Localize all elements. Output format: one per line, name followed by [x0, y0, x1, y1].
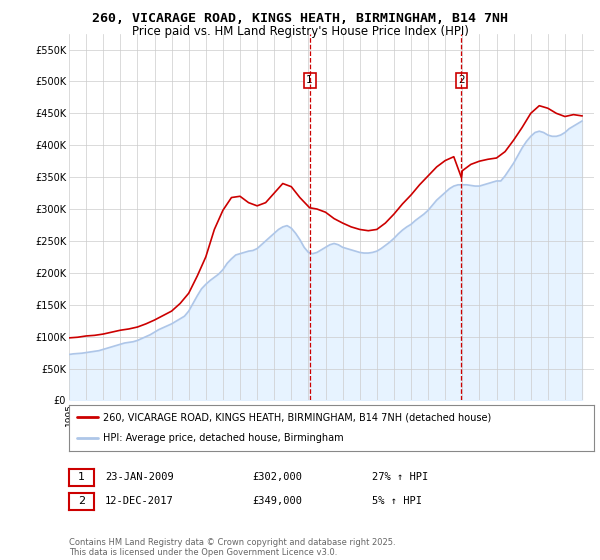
Text: 1: 1 [306, 75, 313, 85]
Text: £302,000: £302,000 [252, 472, 302, 482]
Text: 5% ↑ HPI: 5% ↑ HPI [372, 496, 422, 506]
Text: 12-DEC-2017: 12-DEC-2017 [105, 496, 174, 506]
Text: 2: 2 [78, 496, 85, 506]
Text: HPI: Average price, detached house, Birmingham: HPI: Average price, detached house, Birm… [103, 433, 344, 444]
Text: 23-JAN-2009: 23-JAN-2009 [105, 472, 174, 482]
Text: Price paid vs. HM Land Registry's House Price Index (HPI): Price paid vs. HM Land Registry's House … [131, 25, 469, 38]
Text: 1: 1 [78, 472, 85, 482]
Text: £349,000: £349,000 [252, 496, 302, 506]
Text: 260, VICARAGE ROAD, KINGS HEATH, BIRMINGHAM, B14 7NH: 260, VICARAGE ROAD, KINGS HEATH, BIRMING… [92, 12, 508, 25]
Text: Contains HM Land Registry data © Crown copyright and database right 2025.
This d: Contains HM Land Registry data © Crown c… [69, 538, 395, 557]
Text: 2: 2 [458, 75, 465, 85]
Text: 27% ↑ HPI: 27% ↑ HPI [372, 472, 428, 482]
Text: 260, VICARAGE ROAD, KINGS HEATH, BIRMINGHAM, B14 7NH (detached house): 260, VICARAGE ROAD, KINGS HEATH, BIRMING… [103, 412, 491, 422]
